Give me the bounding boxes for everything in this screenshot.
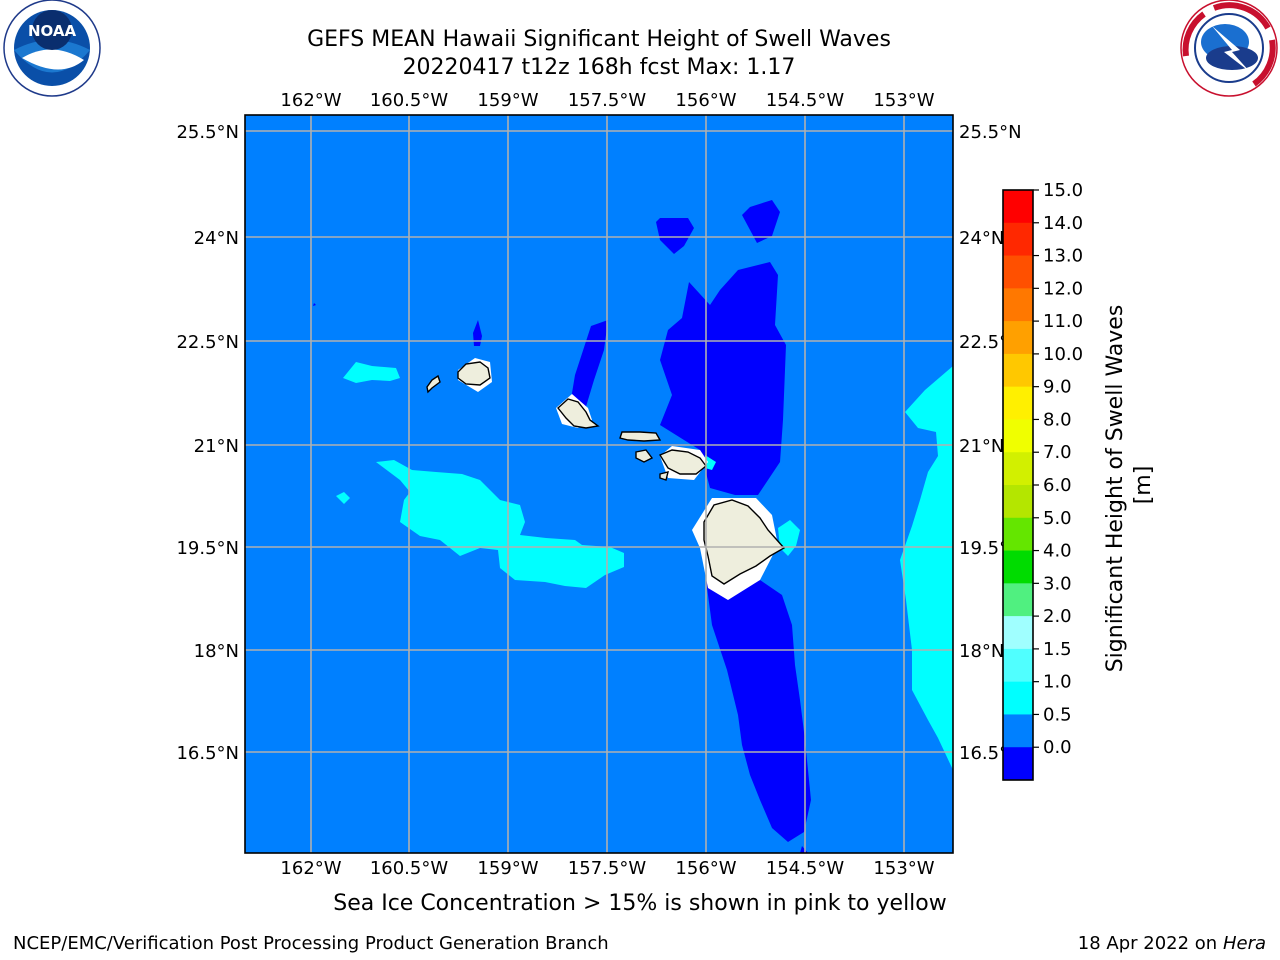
lon-label: 154.5°W (766, 858, 845, 879)
oahu-island (557, 398, 600, 429)
lon-label: 159°W (477, 858, 538, 879)
map-title-line2: 20220417 t12z 168h fcst Max: 1.17 (402, 55, 796, 80)
colorbar-swatch (1003, 550, 1033, 584)
lat-labels-left: 25.5°N 24°N 22.5°N 21°N 19.5°N 18°N 16.5… (176, 122, 239, 764)
lon-label: 162°W (280, 90, 341, 111)
date-text: 18 Apr 2022 on (1077, 933, 1223, 954)
lat-label: 25.5°N (176, 122, 239, 143)
swell-1.0-1.5-m-region (336, 362, 953, 770)
lon-label: 156°W (675, 90, 736, 111)
lat-label: 24°N (194, 228, 239, 249)
colorbar-tick-label: 7.0 (1043, 442, 1072, 463)
colorbar-swatch (1003, 321, 1033, 355)
colorbar-swatch (1003, 419, 1033, 453)
noaa-logo: NOAA (3, 0, 101, 97)
colorbar-swatch (1003, 222, 1033, 257)
colorbar-swatch (1003, 648, 1033, 683)
lon-labels-bottom: 162°W 160.5°W 159°W 157.5°W 156°W 154.5°… (280, 858, 934, 879)
lon-label: 160.5°W (370, 858, 449, 879)
colorbar-swatch (1003, 485, 1033, 519)
colorbar-tick-label: 10.0 (1043, 344, 1083, 365)
colorbar-swatch (1003, 517, 1033, 552)
lon-label: 162°W (280, 858, 341, 879)
lon-label: 159°W (477, 90, 538, 111)
colorbar-tick-label: 5.0 (1043, 508, 1072, 529)
colorbar-label-line1: Significant Height of Swell Waves (1103, 305, 1128, 673)
lon-label: 153°W (873, 90, 934, 111)
colorbar-swatch (1003, 747, 1033, 781)
lat-label: 25.5°N (959, 122, 1022, 143)
noaa-logo-text: NOAA (28, 22, 77, 40)
map-frame (244, 114, 954, 854)
colorbar-tick-label: 14.0 (1043, 213, 1083, 234)
sea-ice-note: Sea Ice Concentration > 15% is shown in … (333, 891, 947, 916)
credit-line: NCEP/EMC/Verification Post Processing Pr… (13, 933, 609, 954)
colorbar-tick-label: 6.0 (1043, 475, 1072, 496)
lat-label: 19.5°N (176, 538, 239, 559)
map-gridlines (245, 115, 953, 853)
hawaiian-islands (426, 361, 786, 585)
colorbar-tick-label: 11.0 (1043, 311, 1083, 332)
lon-label: 157.5°W (568, 90, 647, 111)
colorbar: 15.0 14.0 13.0 12.0 11.0 10.0 9.0 8.0 7.0 6.0 5.0 4… (1002, 180, 1083, 781)
lat-label: 24°N (959, 228, 1004, 249)
colorbar-swatch (1003, 583, 1033, 617)
niihau-island (426, 374, 441, 394)
host-name: Hera (1222, 933, 1266, 954)
colorbar-tick-label: 1.5 (1043, 639, 1072, 660)
colorbar-label: Significant Height of Swell Waves [m] (1103, 298, 1156, 673)
colorbar-tick-label: 15.0 (1043, 180, 1083, 201)
colorbar-tick-label: 9.0 (1043, 377, 1072, 398)
big-island-hawaii (703, 499, 786, 585)
colorbar-tick-label: 12.0 (1043, 278, 1083, 299)
colorbar-tick-label: 13.0 (1043, 246, 1083, 267)
colorbar-tick-label: 4.0 (1043, 541, 1072, 562)
lat-label: 21°N (959, 436, 1004, 457)
molokai-island (619, 431, 662, 442)
colorbar-swatch (1003, 255, 1033, 289)
nws-logo (1180, 0, 1278, 97)
colorbar-swatch (1003, 288, 1033, 322)
lon-label: 160.5°W (370, 90, 449, 111)
kauai-island (457, 361, 491, 386)
lon-label: 153°W (873, 858, 934, 879)
date-stamp: 18 Apr 2022 on Hera (1078, 933, 1266, 954)
colorbar-tick-label: 0.0 (1043, 737, 1072, 758)
lon-label: 154.5°W (766, 90, 845, 111)
colorbar-swatch (1003, 714, 1033, 748)
lat-label: 18°N (959, 641, 1004, 662)
colorbar-swatch (1003, 452, 1033, 486)
colorbar-tick-label: 3.0 (1043, 573, 1072, 594)
kahoolawe-island (659, 471, 669, 481)
lon-label: 156°W (675, 858, 736, 879)
lat-label: 18°N (194, 641, 239, 662)
colorbar-swatch (1003, 616, 1033, 650)
lat-label: 21°N (194, 436, 239, 457)
map-plot-area (244, 114, 954, 854)
colorbar-swatch (1003, 353, 1033, 388)
colorbar-swatch (1003, 190, 1033, 224)
colorbar-tick-label: 1.0 (1043, 672, 1072, 693)
lat-label: 22.5°N (176, 332, 239, 353)
colorbar-swatch (1003, 681, 1033, 715)
lanai-island (635, 449, 654, 463)
colorbar-tick-label: 2.0 (1043, 606, 1072, 627)
colorbar-tick-label: 8.0 (1043, 409, 1072, 430)
colorbar-label-line2: [m] (1131, 466, 1156, 505)
lon-labels-top: 162°W 160.5°W 159°W 157.5°W 156°W 154.5°… (280, 90, 934, 111)
colorbar-tick-label: 0.5 (1043, 704, 1072, 725)
lat-label: 16.5°N (176, 743, 239, 764)
lon-label: 157.5°W (568, 858, 647, 879)
colorbar-swatch (1003, 386, 1033, 420)
swell-0-0.5-m-region (313, 200, 811, 853)
map-title-line1: GEFS MEAN Hawaii Significant Height of S… (307, 27, 891, 52)
